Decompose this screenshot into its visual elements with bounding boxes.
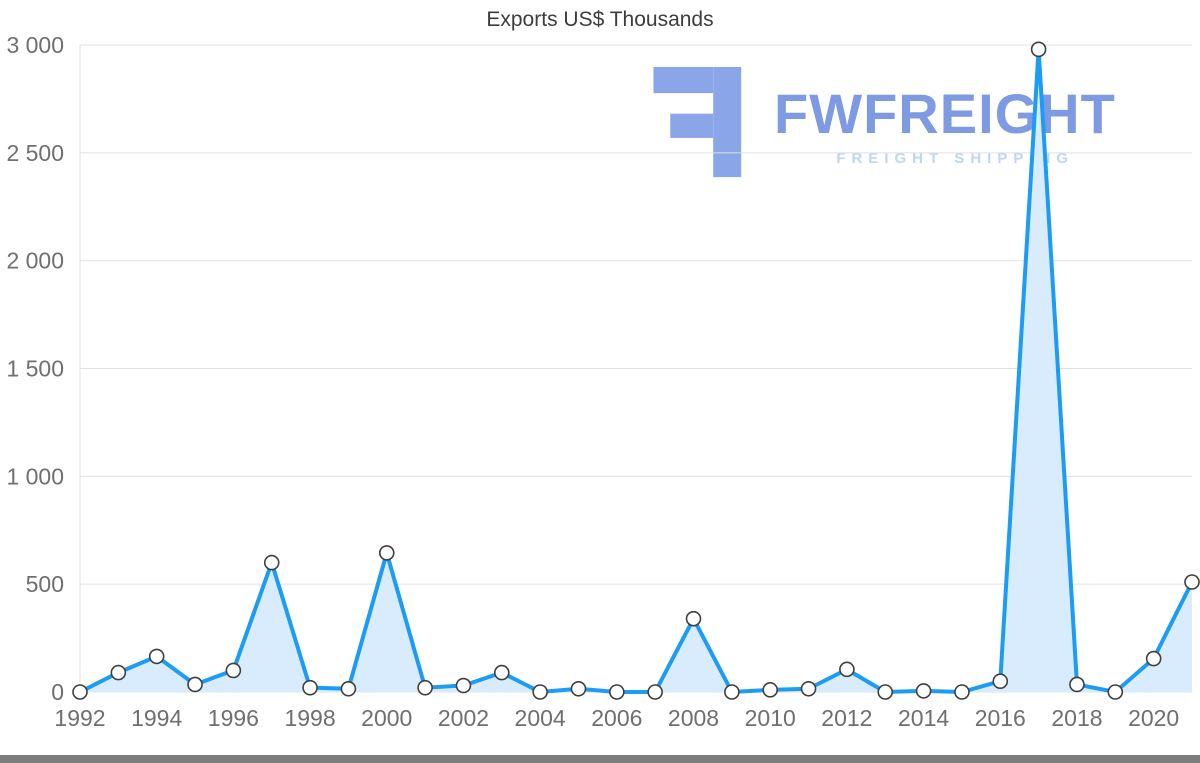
y-axis-tick-label: 0 [51, 679, 64, 705]
data-point-marker[interactable] [187, 676, 203, 693]
x-axis-tick-label: 2014 [898, 705, 949, 731]
data-point-marker[interactable] [647, 684, 663, 700]
x-axis-tick-label: 2004 [515, 705, 566, 731]
data-point-marker[interactable] [378, 545, 395, 561]
data-point-marker[interactable] [839, 661, 855, 678]
data-point-marker[interactable] [800, 680, 817, 697]
x-axis-tick-label: 2020 [1128, 705, 1179, 731]
chart-title: Exports US$ Thousands [486, 8, 714, 31]
data-point-marker[interactable] [1069, 676, 1085, 693]
data-point-marker[interactable] [570, 680, 587, 697]
x-axis-tick-label: 2002 [438, 705, 489, 731]
data-point-marker[interactable] [72, 684, 88, 700]
y-axis-tick-label: 2 000 [6, 248, 64, 274]
data-point-marker[interactable] [263, 554, 280, 571]
data-point-marker[interactable] [685, 610, 702, 627]
watermark-text-block: FWFREIGHT FREIGHT SHIPPING [774, 66, 1154, 168]
data-point-marker[interactable] [954, 684, 970, 700]
x-axis-tick-label: 2000 [361, 705, 412, 731]
x-axis-tick-label: 2008 [668, 705, 719, 731]
watermark-tagline-text: FREIGHT SHIPPING [836, 150, 1074, 167]
data-point-marker[interactable] [148, 648, 165, 665]
x-axis-tick-label: 1998 [284, 705, 335, 731]
data-point-marker[interactable] [110, 664, 127, 681]
data-point-marker[interactable] [532, 684, 548, 700]
y-axis-tick-label: 500 [26, 571, 64, 597]
data-point-marker[interactable] [762, 682, 779, 698]
data-point-marker[interactable] [724, 684, 740, 700]
exports-area-chart: 0 500 1 000 1 500 2 000 2 500 3 000 1992 1994 199… [6, 32, 1200, 731]
y-axis-tick-label: 2 500 [6, 140, 64, 166]
y-axis-tick-label: 1 000 [6, 463, 64, 489]
data-point-marker[interactable] [225, 662, 242, 679]
data-point-marker[interactable] [1184, 574, 1200, 590]
series-area-fill [80, 49, 1192, 692]
x-axis-tick-label: 2012 [821, 705, 872, 731]
watermark-brand-text: FWFREIGHT [774, 82, 1116, 145]
watermark: FWFREIGHT FREIGHT SHIPPING [646, 66, 1154, 180]
data-point-marker[interactable] [1030, 41, 1047, 58]
x-axis-tick-label: 1994 [131, 705, 182, 731]
data-point-marker[interactable] [340, 680, 357, 697]
x-axis-tick-label: 2018 [1051, 705, 1102, 731]
x-axis-tick-label: 2006 [591, 705, 642, 731]
x-axis-tick-label: 2016 [975, 705, 1026, 731]
y-axis-tick-label: 3 000 [6, 32, 64, 58]
data-point-marker[interactable] [992, 673, 1009, 690]
data-point-marker[interactable] [877, 684, 894, 700]
data-point-marker[interactable] [417, 679, 433, 696]
y-axis-tick-label: 1 500 [6, 356, 64, 382]
data-point-marker[interactable] [493, 664, 510, 681]
data-point-marker[interactable] [915, 683, 932, 699]
data-point-marker[interactable] [302, 679, 318, 696]
data-point-marker[interactable] [609, 684, 625, 700]
x-axis-tick-label: 1996 [208, 705, 259, 731]
data-point-marker[interactable] [1145, 650, 1162, 667]
series-line [78, 47, 1194, 694]
data-point-marker[interactable] [455, 677, 472, 694]
x-axis-tick-label: 1992 [54, 705, 105, 731]
x-axis-tick-label: 2010 [745, 705, 796, 731]
bottom-bar [0, 755, 1200, 763]
fwfreight-logo-icon [653, 67, 742, 178]
data-point-marker[interactable] [1107, 684, 1124, 700]
